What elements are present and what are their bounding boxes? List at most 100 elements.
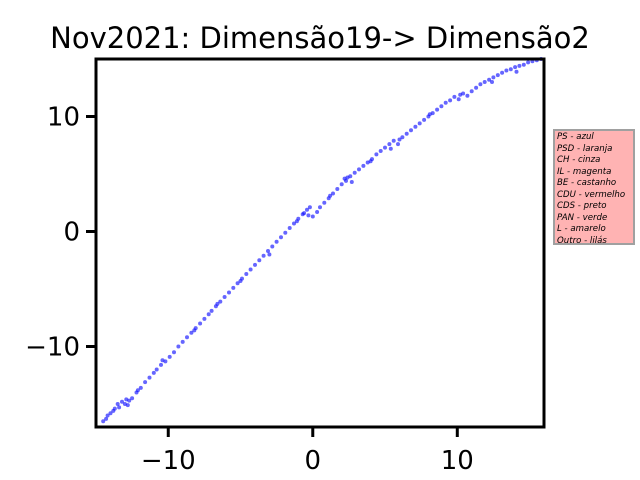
data-point [294,219,299,224]
data-point [244,272,249,276]
chart-title: Nov2021: Dimensão19-> Dimensão2 [50,21,590,55]
data-point [318,205,322,210]
data-point [135,388,140,393]
data-point [397,137,402,142]
data-point [104,416,109,421]
data-point [143,380,148,385]
data-point [361,163,366,168]
data-point [151,370,156,375]
data-point [180,339,185,344]
legend-entry-cds: CDS - preto [557,201,607,211]
data-point [287,226,292,230]
data-point [495,73,500,78]
x-tick-label: −10 [141,446,196,476]
data-point [521,62,526,67]
data-point [306,213,311,218]
legend-entry-ps: PS - azul [557,132,594,142]
data-point [117,405,122,410]
data-point [167,354,172,359]
legend-entry-be: BE - castanho [557,178,617,188]
data-point [487,77,492,82]
x-axis-ticks: −10 0 10 [141,427,474,476]
x-tick-label: 0 [305,446,322,476]
data-point [270,244,275,249]
y-axis-ticks: 10 0 −10 [25,103,96,363]
data-point [335,187,340,191]
data-point [125,403,130,408]
data-point [514,69,519,74]
data-point [404,131,409,136]
data-point [482,80,487,84]
data-point [458,92,463,97]
data-point [189,330,194,335]
data-point [400,135,405,140]
data-point [517,63,522,68]
data-point [206,312,211,317]
data-point [147,375,152,380]
legend-entry-psd: PSD - laranja [557,143,613,154]
data-point [222,295,227,299]
legend-entry-pan: PAN - verde [557,212,608,223]
data-point [108,411,113,416]
data-point [469,89,474,94]
data-point [456,97,461,102]
data-point [490,80,494,84]
data-point [378,149,383,153]
data-point [192,328,197,333]
data-point [202,316,207,321]
data-point [368,159,373,164]
data-point [435,107,440,112]
data-point [413,124,418,129]
data-point [209,308,214,313]
data-point [248,267,253,272]
data-point [274,239,279,244]
data-point [439,104,444,109]
data-point [328,193,333,198]
data-point [198,321,203,326]
data-point [176,344,181,349]
data-point [307,205,312,210]
plot-frame [94,57,546,429]
data-point [322,200,327,205]
data-point [478,82,483,87]
data-point [448,98,453,103]
legend-entry-il: IL - magenta [557,166,612,177]
data-point [292,221,296,226]
data-point [115,402,120,406]
data-point [227,290,231,295]
data-point [105,413,110,418]
data-point [465,93,470,98]
data-point [504,68,509,73]
data-point [101,419,106,424]
legend-box: PS - azul PSD - laranja CH - cinza IL - … [553,129,635,246]
data-point [159,362,163,367]
data-point [452,94,457,99]
data-point [491,75,496,80]
legend-entry-cdu: CDU - vermelho [557,189,626,200]
data-point [218,299,223,304]
data-point [267,252,272,257]
data-point [160,358,165,363]
data-point [383,145,387,150]
data-point [231,285,236,290]
x-tick-label: 10 [441,446,474,476]
data-point [283,230,288,235]
data-point [172,350,176,355]
data-point [310,214,315,219]
data-point [387,142,392,147]
legend-entry-outro: Outro - lilás [557,235,607,246]
data-point [357,167,361,172]
data-point [130,396,135,401]
data-point [154,367,159,372]
data-point [500,70,505,75]
data-point [253,262,257,267]
data-point [331,191,335,196]
data-point [345,175,350,180]
data-point [526,60,531,65]
data-point [235,281,240,286]
data-point [279,235,283,240]
data-point [138,385,143,390]
data-point [388,146,393,151]
data-point [215,301,220,306]
